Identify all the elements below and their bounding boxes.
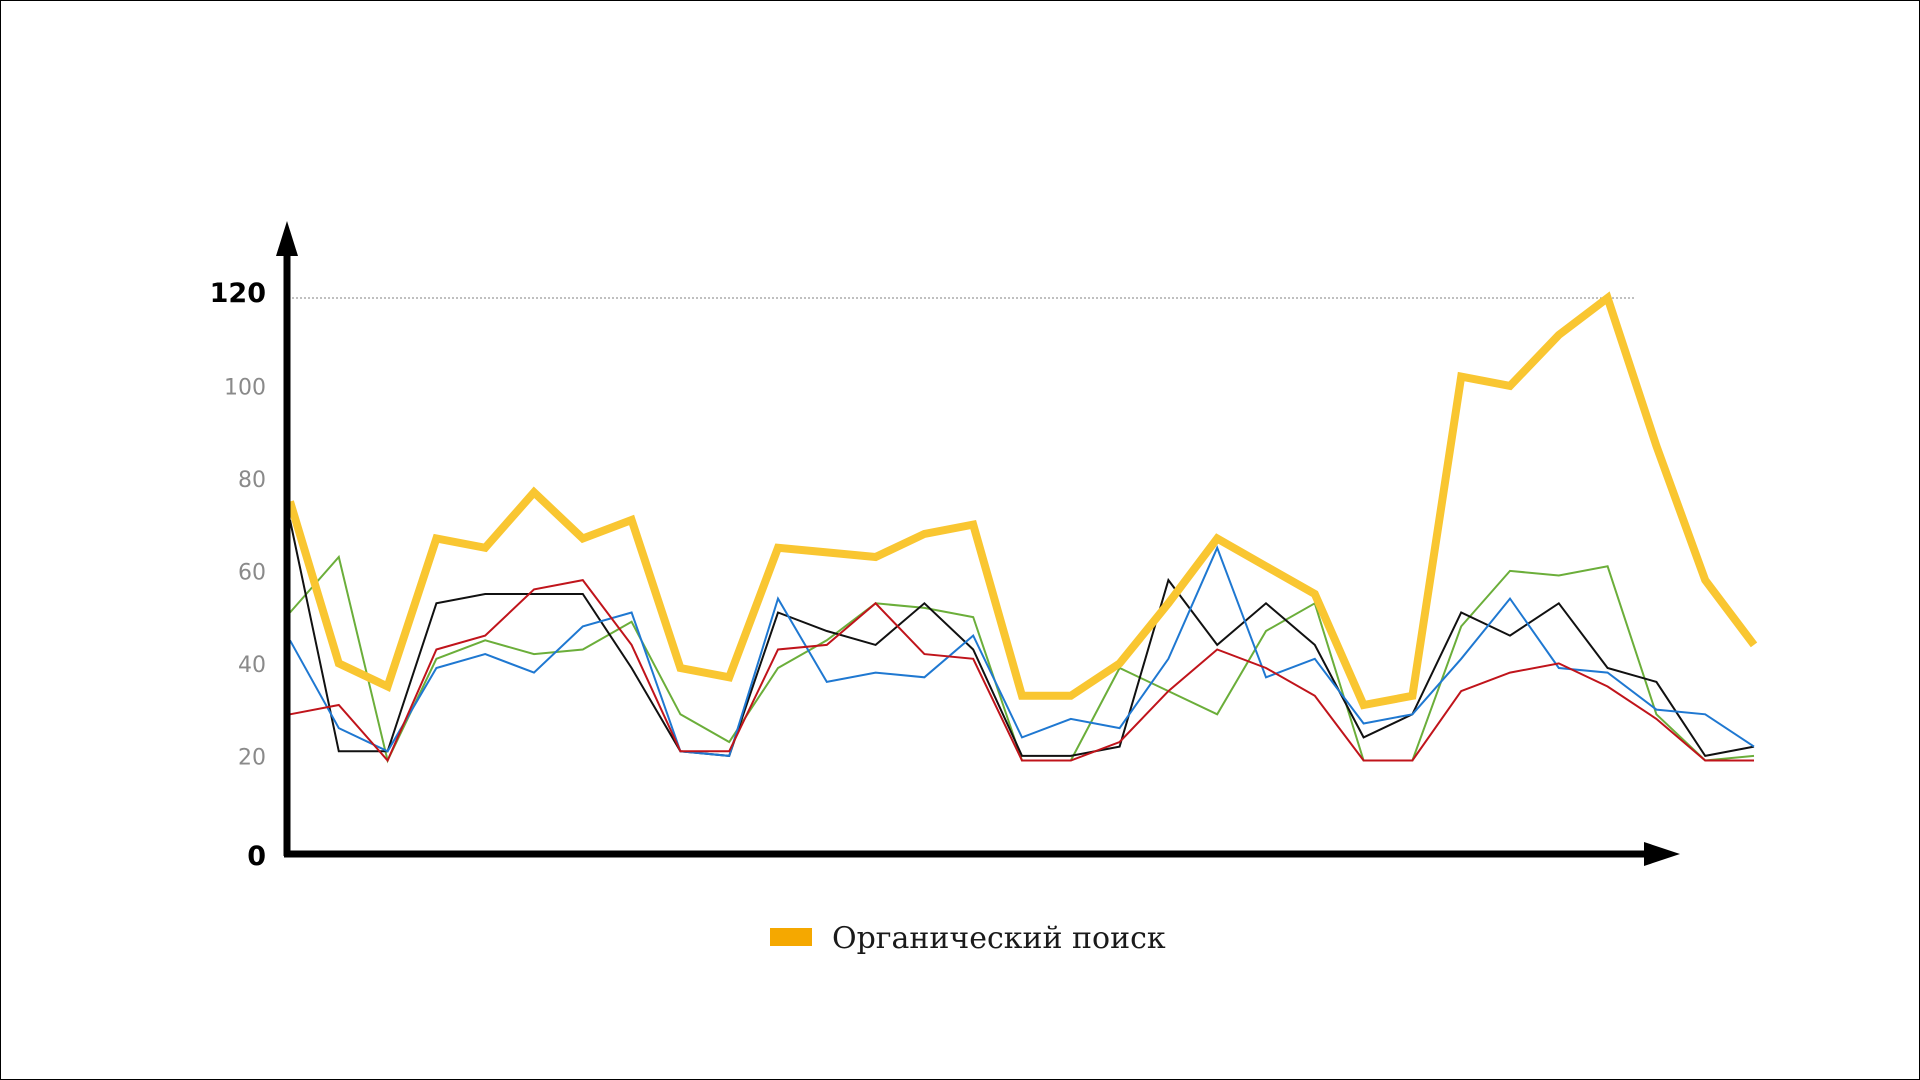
y-tick-label: 0 — [247, 841, 266, 872]
legend-label: Органический поиск — [832, 921, 1166, 956]
y-tick-label: 80 — [238, 468, 266, 493]
y-tick-label: 40 — [238, 653, 266, 678]
series-line-1 — [289, 554, 1755, 764]
y-tick-label: 20 — [238, 746, 266, 771]
series-line-3 — [289, 545, 1755, 757]
series-line-4 — [289, 579, 1754, 763]
y-tick-label: 120 — [210, 278, 266, 309]
y-tick-label: 60 — [238, 561, 266, 586]
legend-swatch — [770, 928, 812, 946]
series-line-organic-search — [286, 291, 1758, 710]
y-axis-arrow — [276, 221, 298, 256]
series-line-2 — [289, 519, 1755, 758]
x-axis-arrow — [1644, 842, 1680, 866]
y-tick-label: 100 — [224, 376, 266, 401]
